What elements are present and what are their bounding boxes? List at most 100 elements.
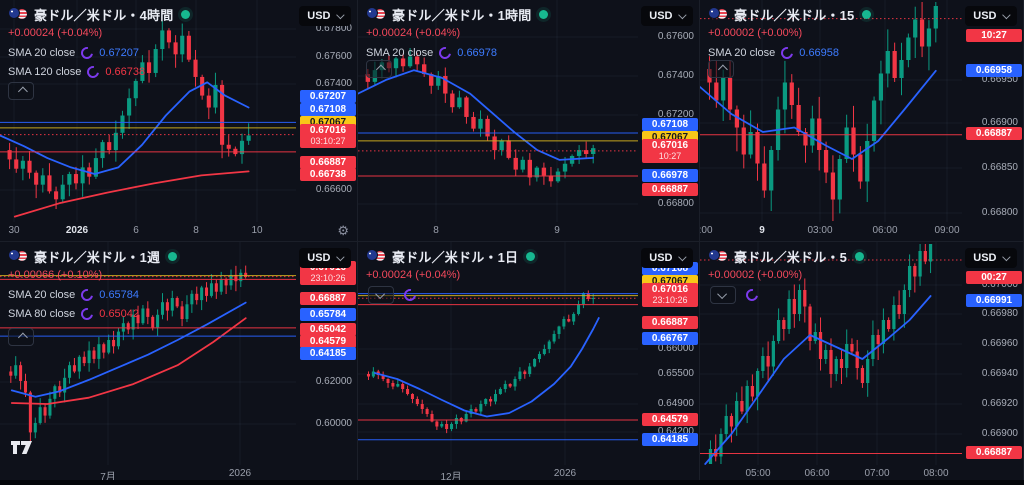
price-badge: 0.66887 [300, 156, 356, 169]
chart-panel-1w[interactable]: 0.620000.600000.6701623:10:260.668870.65… [0, 242, 358, 485]
symbol-title[interactable]: 豪ドル／米ドル・1日 [392, 249, 519, 265]
symbol-title[interactable]: 豪ドル／米ドル・15 [734, 7, 855, 23]
chevron-down-icon [677, 11, 686, 20]
chart-panel-15m[interactable]: 0.66950 0.66900 0.66850 0.66800 10:27 0.66958… [700, 0, 1024, 242]
symbol-title[interactable]: 豪ドル／米ドル・4時間 [34, 7, 174, 23]
time-axis[interactable]: 05:00 06:00 07:00 08:00 [700, 464, 1023, 484]
indicator-label: SMA 80 close [8, 307, 76, 320]
indicator-loading-icon [436, 44, 454, 61]
indicator-row[interactable]: SMA 120 close 0.66738 [8, 63, 190, 80]
symbol-title[interactable]: 豪ドル／米ドル・5 [734, 249, 848, 265]
currency-dropdown[interactable]: USD [299, 248, 351, 268]
indicator-loading-icon [78, 305, 96, 322]
indicator-row[interactable]: SMA 20 close 0.66978 [366, 44, 548, 61]
collapse-indicators-button[interactable] [8, 328, 34, 346]
indicator-row[interactable]: SMA 80 close 0.65042 [8, 305, 177, 322]
price-scale[interactable]: 0.67000 0.66980 0.66960 0.66940 0.66920 0.669… [961, 242, 1023, 484]
price-badge: 0.66887 [300, 292, 356, 305]
currency-dropdown[interactable]: USD [641, 6, 693, 26]
expand-indicators-button[interactable] [710, 286, 736, 304]
price-badge: 0.66887 [966, 446, 1022, 459]
indicator-row[interactable]: SMA 20 close 0.66958 [708, 44, 871, 61]
indicator-loading-icon [78, 44, 96, 61]
time-axis-label: 09:00 [934, 225, 960, 236]
price-scale-label: 0.60000 [315, 418, 352, 429]
currency-dropdown[interactable]: USD [641, 248, 693, 268]
collapse-indicators-button[interactable] [8, 82, 34, 100]
indicator-value: 0.67207 [99, 46, 140, 59]
chart-panel-1h[interactable]: 0.67600 0.67400 0.67200 0.66800 0.67108 0.670… [358, 0, 700, 242]
chevron-up-icon [717, 64, 728, 74]
indicator-row[interactable]: SMA 20 close 0.67207 [8, 44, 190, 61]
chart-canvas[interactable] [0, 242, 358, 485]
chevron-down-icon [716, 288, 727, 299]
market-open-dot [526, 251, 536, 261]
time-axis-label: 6 [133, 225, 139, 236]
price-scale-label: 0.66980 [981, 308, 1018, 319]
chevron-down-icon [1001, 11, 1010, 20]
tradingview-logo[interactable] [10, 440, 34, 460]
currency-label: USD [307, 10, 331, 22]
price-scale-label: 0.66950 [981, 74, 1018, 85]
time-axis-label: 2026 [553, 468, 577, 479]
price-scale-label: 0.67400 [315, 78, 352, 89]
time-axis[interactable]: 7月 2026 [0, 464, 357, 484]
indicator-loading-icon [85, 63, 102, 80]
symbol-title[interactable]: 豪ドル／米ドル・1時間 [392, 7, 532, 23]
currency-dropdown[interactable]: USD [299, 6, 351, 26]
collapse-indicators-button[interactable] [708, 60, 734, 78]
time-axis[interactable]: 12月 2026 [358, 464, 699, 484]
chart-canvas[interactable] [358, 242, 700, 485]
symbol-title[interactable]: 豪ドル／米ドル・1週 [34, 249, 161, 265]
indicator-value: 0.66978 [457, 46, 498, 59]
indicator-row[interactable]: SMA 20 close 0.65784 [8, 286, 177, 303]
currency-dropdown[interactable]: USD [965, 248, 1017, 268]
time-axis-label: 10 [251, 225, 263, 236]
currency-pair-icon [8, 7, 29, 21]
price-badge: 0.67207 [300, 90, 356, 103]
price-change: +0.00002 (+0.00%) [708, 269, 803, 281]
price-scale-label: 0.67800 [315, 23, 352, 34]
market-open-dot [168, 251, 178, 261]
settings-icon[interactable]: ⚙ [337, 223, 349, 238]
collapse-indicators-button[interactable] [366, 60, 392, 78]
price-change: +0.00024 (+0.04%) [366, 27, 461, 39]
chart-panel-1d[interactable]: 0.66000 0.65500 0.64900 0.64200 0.67108 0.670… [358, 242, 700, 485]
price-badge: 0.65042 [300, 323, 356, 336]
price-scale[interactable]: 0.66950 0.66900 0.66850 0.66800 10:27 0.66958… [961, 0, 1023, 241]
countdown-badge: 00:27 [966, 271, 1022, 284]
time-axis-label: 8 [433, 225, 439, 236]
time-axis-label: 05:00 [745, 468, 771, 479]
currency-pair-icon [8, 249, 29, 263]
price-badge: 0.66978 [642, 169, 698, 182]
time-axis[interactable]: 21:00 9 03:00 06:00 09:00 [700, 221, 1023, 241]
indicator-value: 0.65784 [99, 288, 140, 301]
indicator-label: SMA 20 close [8, 288, 76, 301]
price-badge: 0.66958 [966, 64, 1022, 77]
chart-canvas[interactable] [0, 0, 358, 242]
price-badge: 0.67016 10:27 [642, 139, 698, 163]
indicator-label: SMA 20 close [8, 46, 76, 59]
price-scale-label: 0.67600 [657, 31, 694, 42]
chart-panel-5m[interactable]: 0.67000 0.66980 0.66960 0.66940 0.66920 0.669… [700, 242, 1024, 485]
chevron-down-icon [335, 11, 344, 20]
price-scale-label: 0.67400 [657, 70, 694, 81]
time-axis[interactable]: 30 2026 6 8 10 [0, 221, 357, 241]
price-scale-label: 0.66900 [981, 428, 1018, 439]
chart-panel-4h[interactable]: 0.67800 0.67600 0.67400 0.66600 0.67207 0.671… [0, 0, 358, 242]
price-scale[interactable]: 0.66000 0.65500 0.64900 0.64200 0.67108 0.670… [637, 242, 699, 484]
chart-canvas[interactable] [700, 242, 1024, 485]
time-axis-label: 07:00 [864, 468, 890, 479]
expand-indicators-button[interactable] [368, 286, 394, 304]
time-axis-label: 2026 [65, 225, 89, 236]
currency-pair-icon [366, 249, 387, 263]
countdown-text: 23:10:26 [310, 273, 346, 283]
price-scale[interactable]: 0.67600 0.67400 0.67200 0.66800 0.67108 0.670… [637, 0, 699, 241]
price-badge: 0.64185 [300, 347, 356, 360]
price-badge: 0.65784 [300, 308, 356, 321]
price-scale[interactable]: 0.67800 0.67600 0.67400 0.66600 0.67207 0.671… [295, 0, 357, 241]
price-scale[interactable]: 0.620000.600000.6701623:10:260.668870.65… [295, 242, 357, 484]
currency-dropdown[interactable]: USD [965, 6, 1017, 26]
time-axis-label: 08:00 [923, 468, 949, 479]
